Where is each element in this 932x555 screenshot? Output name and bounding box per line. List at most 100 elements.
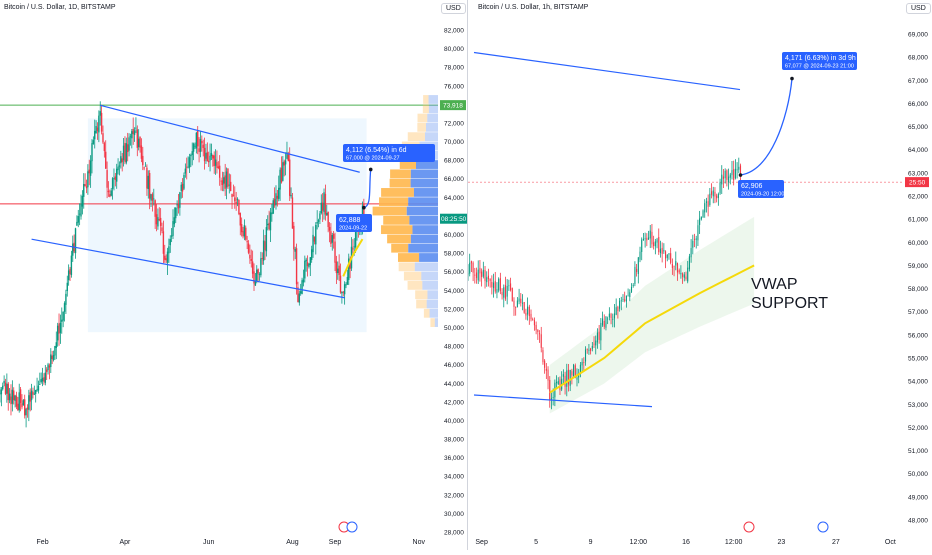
range-shading	[87, 118, 367, 333]
candle-body	[697, 225, 699, 241]
candle-body	[223, 177, 225, 184]
y-axis-tick-label: 67,000	[908, 78, 928, 85]
currency-button[interactable]: USD	[441, 3, 466, 14]
candle-body	[13, 390, 15, 401]
candle-body	[469, 262, 471, 274]
hourly-chart-title: Bitcoin / U.S. Dollar, 1h, BITSTAMP	[478, 4, 589, 11]
candle-body	[129, 136, 132, 138]
daily-chart-canvas[interactable]: 4,112 (6.54%) in 6d 67,000 @ 2024-09-27 62…	[0, 0, 467, 550]
candle-body	[126, 144, 129, 153]
candle-body	[21, 403, 23, 408]
candle-body	[139, 136, 141, 148]
hourly-chart-canvas[interactable]: 4,171 (6.63%) in 3d 9h 67,077 @ 2024-09-2…	[467, 0, 932, 550]
candle-body	[280, 167, 283, 183]
candle-body	[620, 300, 622, 302]
candle-body	[206, 152, 209, 162]
candle-body	[349, 260, 351, 269]
y-axis-tick-label: 38,000	[444, 437, 464, 444]
candle-body	[10, 396, 12, 405]
candle-body	[61, 319, 63, 322]
hourly-chart-panel[interactable]: 4,171 (6.63%) in 3d 9h 67,077 @ 2024-09-2…	[467, 0, 932, 550]
y-axis-tick-label: 54,000	[444, 288, 464, 295]
vwap-line	[549, 264, 755, 394]
y-axis-tick-label: 69,000	[908, 32, 928, 39]
forecast-callout-line2: 67,000 @ 2024-09-27	[346, 156, 400, 162]
candle-body	[275, 193, 277, 206]
candle-body	[651, 231, 653, 245]
candle-body	[693, 238, 696, 240]
candle-body	[642, 238, 644, 241]
candle-body	[257, 269, 259, 274]
candle-body	[279, 169, 281, 190]
candle-body	[634, 266, 636, 284]
volume-profile-bar-up	[422, 104, 429, 114]
y-axis-tick-label: 66,000	[908, 101, 928, 108]
candle-body	[538, 333, 541, 335]
candle-body	[181, 183, 184, 192]
candle-body	[312, 234, 314, 253]
y-axis-tick-label: 49,000	[908, 494, 928, 501]
candle-body	[475, 272, 478, 278]
candle-body	[533, 320, 535, 326]
price-tag-countdown	[440, 213, 467, 224]
candle-body	[724, 170, 726, 179]
volume-profile-bar-up	[389, 178, 411, 188]
candle-body	[76, 221, 78, 226]
volume-profile-bar-down	[409, 215, 438, 225]
y-axis-tick-label: 60,000	[908, 240, 928, 247]
candle-body	[102, 133, 104, 143]
candle-body	[140, 145, 143, 159]
candle-body	[111, 178, 114, 189]
y-axis-tick-label: 30,000	[444, 511, 464, 518]
candle-body	[719, 182, 721, 194]
volume-profile-bar-up	[417, 113, 428, 123]
candle-body	[653, 242, 655, 247]
candle-body	[704, 203, 706, 213]
y-axis-tick-label: 46,000	[444, 362, 464, 369]
currency-button[interactable]: USD	[906, 3, 931, 14]
candle-body	[168, 246, 170, 254]
candle-body	[617, 306, 619, 312]
volume-profile-bar-down	[406, 206, 438, 216]
candle-body	[95, 126, 97, 134]
y-axis-tick-label: 42,000	[444, 399, 464, 406]
candle-body	[94, 130, 96, 140]
x-axis-tick-label: Apr	[119, 539, 131, 546]
candle-body	[98, 115, 100, 133]
y-axis-tick-label: 62,000	[908, 194, 928, 201]
candle-body	[709, 193, 711, 206]
y-axis-tick-label: 55,000	[908, 356, 928, 363]
volume-profile-bar-up	[407, 132, 425, 142]
x-axis-tick-label: Oct	[885, 539, 896, 546]
daily-chart-panel[interactable]: 4,112 (6.54%) in 6d 67,000 @ 2024-09-27 62…	[0, 0, 468, 550]
channel-lower-trendline	[31, 238, 345, 299]
candle-body	[320, 202, 322, 214]
candle-body	[19, 389, 22, 403]
candle-body	[2, 385, 4, 390]
candle-body	[304, 260, 306, 279]
y-axis-tick-label: 66,000	[444, 176, 464, 183]
candle-body	[153, 198, 155, 200]
candle-body	[155, 214, 158, 225]
y-axis-tick-label: 54,000	[908, 379, 928, 386]
candle-body	[363, 203, 365, 217]
volume-profile-bar-up	[391, 243, 409, 253]
y-axis-tick-label: 70,000	[444, 139, 464, 146]
candle-body	[348, 258, 350, 281]
forecast-origin-dot	[738, 173, 743, 177]
candle-body	[52, 354, 55, 361]
candle-body	[217, 166, 220, 169]
candle-body	[32, 391, 34, 395]
candle-body	[51, 355, 53, 360]
x-axis-tick-label: 27	[832, 539, 840, 546]
candle-body	[513, 300, 515, 307]
candle-body	[474, 274, 476, 276]
candle-body	[195, 132, 198, 149]
candle-body	[132, 128, 134, 134]
volume-profile-bar-down	[412, 225, 438, 235]
candle-body	[710, 191, 713, 195]
candle-body	[120, 156, 122, 164]
candle-body	[17, 403, 19, 410]
candle-body	[290, 194, 292, 197]
volume-profile-bar-down	[410, 169, 438, 179]
